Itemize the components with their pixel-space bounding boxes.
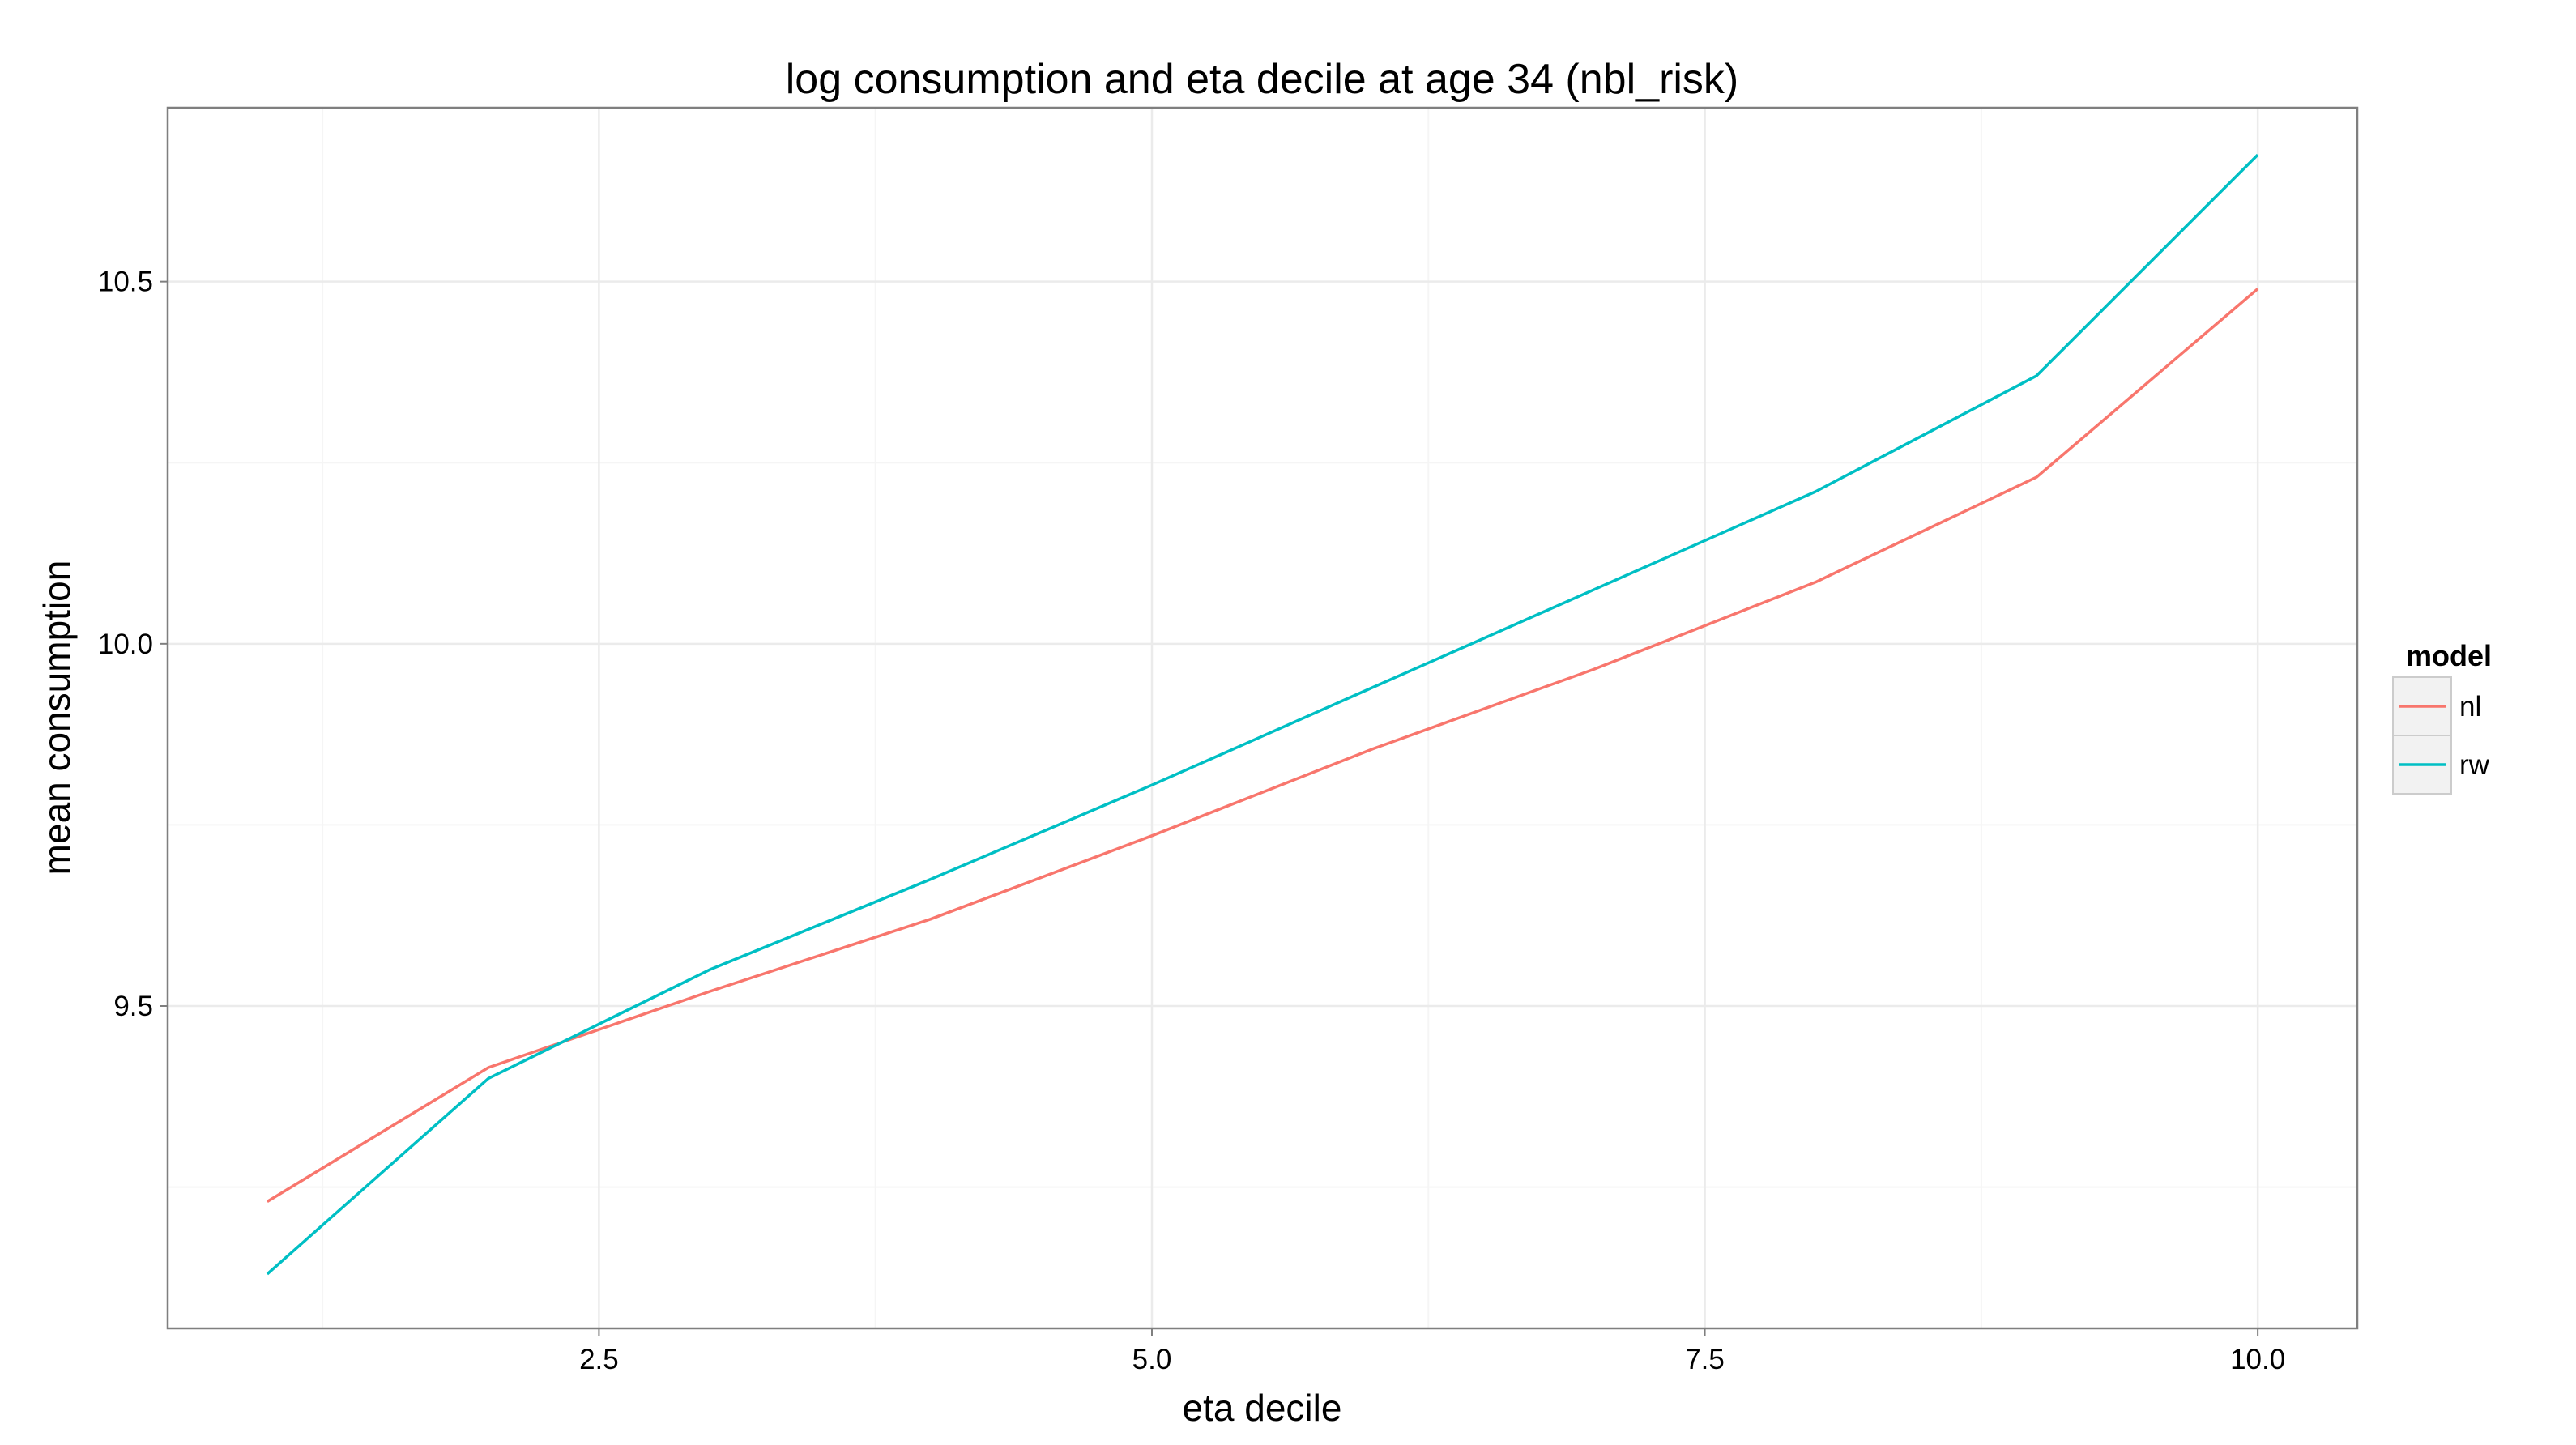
plot-panel [166, 106, 2359, 1330]
legend-label-rw: rw [2459, 749, 2490, 781]
y-tick-label: 10.5 [98, 266, 153, 298]
grid-lines [168, 108, 2357, 1328]
legend-items: nl rw [2392, 676, 2490, 795]
y-tick-label: 9.5 [113, 991, 153, 1022]
chart-title: log consumption and eta decile at age 34… [786, 56, 1739, 103]
y-tick-label: 10.0 [98, 629, 153, 660]
series-lines [266, 153, 2259, 1276]
x-tick-label: 5.0 [1132, 1344, 1172, 1375]
x-axis-ticks: 2.5 5.0 7.5 10.0 [579, 1328, 2285, 1375]
x-tick-label: 7.5 [1685, 1344, 1725, 1375]
series-line-rw [266, 153, 2259, 1276]
x-tick-label: 2.5 [579, 1344, 619, 1375]
legend-label-nl: nl [2459, 691, 2481, 722]
y-axis-ticks: 9.5 10.0 10.5 [98, 266, 168, 1022]
legend: model nl rw [2392, 639, 2492, 795]
y-axis-label: mean consumption [36, 561, 78, 876]
x-tick-label: 10.0 [2230, 1344, 2285, 1375]
x-axis-label: eta decile [1183, 1387, 1342, 1429]
legend-title: model [2406, 639, 2492, 672]
series-line-nl [266, 288, 2259, 1203]
